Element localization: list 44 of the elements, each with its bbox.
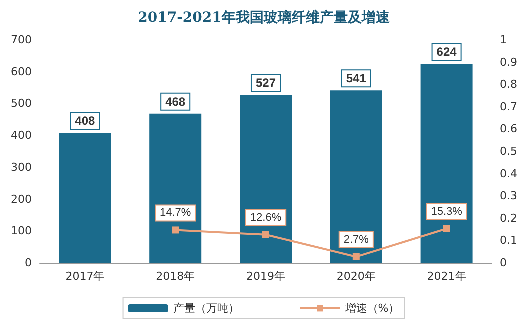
data-label: 15.3% [431,206,463,218]
y2-tick-label: 0.2 [500,212,518,225]
y2-tick-label: 1 [500,34,507,46]
x-tick-label: 2021年 [427,270,466,283]
y2-tick-label: 0.3 [500,190,518,203]
y2-tick-label: 0.1 [500,234,518,248]
y-tick-label: 400 [11,129,32,142]
y-tick-label: 600 [11,65,32,78]
y-tick-label: 0 [25,256,32,270]
x-tick-label: 2020年 [336,270,376,283]
data-label: 624 [436,45,458,60]
y-tick-label: 500 [11,97,32,110]
y2-tick-label: 0.4 [500,167,518,180]
data-label: 527 [256,76,276,90]
y2-tick-label: 0.6 [500,122,518,136]
y2-tick-label: 0 [500,256,507,270]
point [172,226,180,234]
point [443,225,450,232]
legend-label: 产量（万吨） [173,302,240,315]
bar [330,90,382,263]
data-label: 12.6% [250,212,282,224]
point [352,253,360,260]
y2-tick-label: 0.7 [500,100,518,114]
point [262,231,270,238]
data-label: 468 [166,94,186,109]
x-tick-label: 2018年 [156,270,196,283]
y2-tick-label: 0.8 [500,78,518,92]
bar [240,95,292,263]
x-tick-label: 2019年 [246,270,286,283]
data-label: 2.7% [344,234,370,246]
y2-tick-label: 0.5 [500,145,518,158]
x-tick-label: 2017年 [66,270,105,283]
bar [420,64,473,263]
y-tick-label: 700 [11,34,32,46]
y-tick-label: 100 [11,224,32,238]
y-tick-label: 300 [11,160,32,174]
data-label: 14.7% [160,207,192,220]
data-label: 408 [75,114,96,128]
y2-tick-label: 0.9 [500,56,518,69]
bar [59,133,112,263]
y-tick-label: 200 [11,192,32,206]
chart-title: 2017-2021年我国玻璃纤维产量及增速 [138,9,391,26]
legend-label: 增速（%） [344,302,400,315]
data-label: 541 [346,72,367,86]
